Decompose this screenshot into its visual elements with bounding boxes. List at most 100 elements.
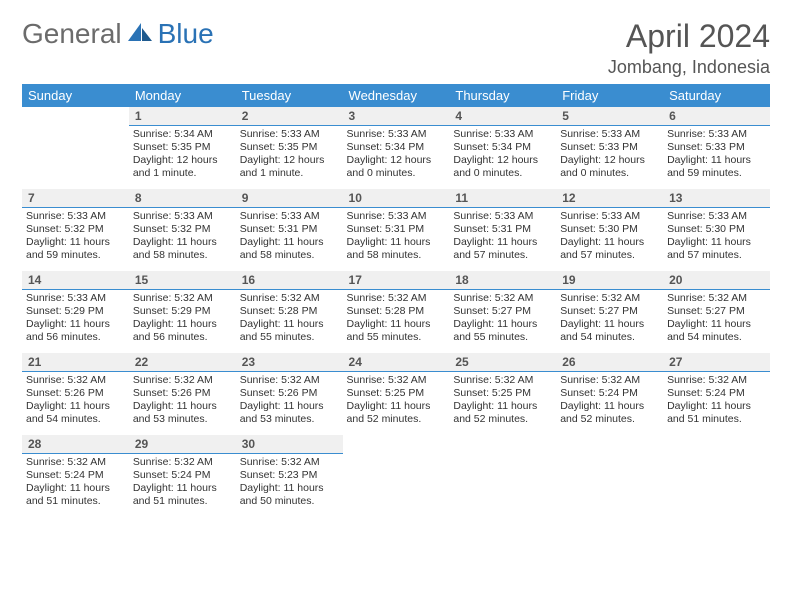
day-number: 24: [343, 353, 450, 372]
weekday-header: Tuesday: [236, 84, 343, 107]
calendar-cell: 25Sunrise: 5:32 AMSunset: 5:25 PMDayligh…: [449, 353, 556, 435]
calendar-cell: 5Sunrise: 5:33 AMSunset: 5:33 PMDaylight…: [556, 107, 663, 189]
day-body: Sunrise: 5:32 AMSunset: 5:24 PMDaylight:…: [22, 454, 129, 513]
weekday-header: Wednesday: [343, 84, 450, 107]
day-body: Sunrise: 5:32 AMSunset: 5:27 PMDaylight:…: [663, 290, 770, 349]
day-body: Sunrise: 5:32 AMSunset: 5:25 PMDaylight:…: [343, 372, 450, 431]
day-number: 1: [129, 107, 236, 126]
calendar-cell: 14Sunrise: 5:33 AMSunset: 5:29 PMDayligh…: [22, 271, 129, 353]
day-number: 25: [449, 353, 556, 372]
day-body: Sunrise: 5:34 AMSunset: 5:35 PMDaylight:…: [129, 126, 236, 185]
calendar-cell: 23Sunrise: 5:32 AMSunset: 5:26 PMDayligh…: [236, 353, 343, 435]
calendar-cell: 16Sunrise: 5:32 AMSunset: 5:28 PMDayligh…: [236, 271, 343, 353]
day-body: Sunrise: 5:33 AMSunset: 5:35 PMDaylight:…: [236, 126, 343, 185]
month-title: April 2024: [608, 18, 770, 55]
day-body: Sunrise: 5:32 AMSunset: 5:27 PMDaylight:…: [449, 290, 556, 349]
day-number: 9: [236, 189, 343, 208]
calendar-row: 28Sunrise: 5:32 AMSunset: 5:24 PMDayligh…: [22, 435, 770, 517]
calendar-cell: 13Sunrise: 5:33 AMSunset: 5:30 PMDayligh…: [663, 189, 770, 271]
day-body: Sunrise: 5:32 AMSunset: 5:29 PMDaylight:…: [129, 290, 236, 349]
day-number: 26: [556, 353, 663, 372]
day-body: Sunrise: 5:33 AMSunset: 5:30 PMDaylight:…: [556, 208, 663, 267]
calendar-cell: 17Sunrise: 5:32 AMSunset: 5:28 PMDayligh…: [343, 271, 450, 353]
calendar-cell: [343, 435, 450, 517]
calendar-row: 21Sunrise: 5:32 AMSunset: 5:26 PMDayligh…: [22, 353, 770, 435]
day-number: 20: [663, 271, 770, 290]
calendar-cell: 7Sunrise: 5:33 AMSunset: 5:32 PMDaylight…: [22, 189, 129, 271]
calendar-row: 1Sunrise: 5:34 AMSunset: 5:35 PMDaylight…: [22, 107, 770, 189]
calendar-cell: 8Sunrise: 5:33 AMSunset: 5:32 PMDaylight…: [129, 189, 236, 271]
calendar-cell: [22, 107, 129, 189]
day-number: 13: [663, 189, 770, 208]
logo-text-blue: Blue: [158, 18, 214, 50]
weekday-header: Friday: [556, 84, 663, 107]
day-number: 17: [343, 271, 450, 290]
day-number: 2: [236, 107, 343, 126]
calendar-cell: 4Sunrise: 5:33 AMSunset: 5:34 PMDaylight…: [449, 107, 556, 189]
calendar-cell: 30Sunrise: 5:32 AMSunset: 5:23 PMDayligh…: [236, 435, 343, 517]
calendar-cell: 3Sunrise: 5:33 AMSunset: 5:34 PMDaylight…: [343, 107, 450, 189]
day-body: Sunrise: 5:33 AMSunset: 5:31 PMDaylight:…: [343, 208, 450, 267]
day-body: Sunrise: 5:32 AMSunset: 5:27 PMDaylight:…: [556, 290, 663, 349]
day-body: Sunrise: 5:33 AMSunset: 5:32 PMDaylight:…: [22, 208, 129, 267]
calendar-cell: 18Sunrise: 5:32 AMSunset: 5:27 PMDayligh…: [449, 271, 556, 353]
title-block: April 2024 Jombang, Indonesia: [608, 18, 770, 78]
calendar-cell: 2Sunrise: 5:33 AMSunset: 5:35 PMDaylight…: [236, 107, 343, 189]
day-number: 3: [343, 107, 450, 126]
day-number: 4: [449, 107, 556, 126]
day-body: Sunrise: 5:33 AMSunset: 5:34 PMDaylight:…: [449, 126, 556, 185]
logo-sail-icon: [128, 23, 154, 48]
header: General Blue April 2024 Jombang, Indones…: [22, 18, 770, 78]
day-body: Sunrise: 5:32 AMSunset: 5:24 PMDaylight:…: [129, 454, 236, 513]
day-number: 29: [129, 435, 236, 454]
calendar-cell: 12Sunrise: 5:33 AMSunset: 5:30 PMDayligh…: [556, 189, 663, 271]
day-number: 10: [343, 189, 450, 208]
day-number: 16: [236, 271, 343, 290]
day-number: 18: [449, 271, 556, 290]
day-number: 14: [22, 271, 129, 290]
day-body: Sunrise: 5:33 AMSunset: 5:33 PMDaylight:…: [556, 126, 663, 185]
logo-text-general: General: [22, 18, 122, 50]
weekday-header: Thursday: [449, 84, 556, 107]
calendar-row: 14Sunrise: 5:33 AMSunset: 5:29 PMDayligh…: [22, 271, 770, 353]
calendar-cell: [449, 435, 556, 517]
day-number: 28: [22, 435, 129, 454]
day-number: 7: [22, 189, 129, 208]
weekday-header: Monday: [129, 84, 236, 107]
weekday-header: Sunday: [22, 84, 129, 107]
calendar-row: 7Sunrise: 5:33 AMSunset: 5:32 PMDaylight…: [22, 189, 770, 271]
day-number: 5: [556, 107, 663, 126]
weekday-header-row: Sunday Monday Tuesday Wednesday Thursday…: [22, 84, 770, 107]
day-body: Sunrise: 5:33 AMSunset: 5:33 PMDaylight:…: [663, 126, 770, 185]
calendar-cell: [556, 435, 663, 517]
calendar-cell: 26Sunrise: 5:32 AMSunset: 5:24 PMDayligh…: [556, 353, 663, 435]
day-body: Sunrise: 5:32 AMSunset: 5:26 PMDaylight:…: [22, 372, 129, 431]
calendar-body: 1Sunrise: 5:34 AMSunset: 5:35 PMDaylight…: [22, 107, 770, 517]
calendar-cell: 11Sunrise: 5:33 AMSunset: 5:31 PMDayligh…: [449, 189, 556, 271]
calendar-cell: 6Sunrise: 5:33 AMSunset: 5:33 PMDaylight…: [663, 107, 770, 189]
day-body: Sunrise: 5:33 AMSunset: 5:31 PMDaylight:…: [236, 208, 343, 267]
day-number: 23: [236, 353, 343, 372]
calendar-table: Sunday Monday Tuesday Wednesday Thursday…: [22, 84, 770, 517]
location-label: Jombang, Indonesia: [608, 57, 770, 78]
calendar-cell: [663, 435, 770, 517]
calendar-cell: 22Sunrise: 5:32 AMSunset: 5:26 PMDayligh…: [129, 353, 236, 435]
day-body: Sunrise: 5:33 AMSunset: 5:29 PMDaylight:…: [22, 290, 129, 349]
day-number: 15: [129, 271, 236, 290]
day-number: 8: [129, 189, 236, 208]
day-body: Sunrise: 5:32 AMSunset: 5:23 PMDaylight:…: [236, 454, 343, 513]
day-number: 11: [449, 189, 556, 208]
day-body: Sunrise: 5:33 AMSunset: 5:31 PMDaylight:…: [449, 208, 556, 267]
logo: General Blue: [22, 18, 214, 50]
calendar-cell: 10Sunrise: 5:33 AMSunset: 5:31 PMDayligh…: [343, 189, 450, 271]
day-body: Sunrise: 5:32 AMSunset: 5:26 PMDaylight:…: [236, 372, 343, 431]
day-body: Sunrise: 5:32 AMSunset: 5:28 PMDaylight:…: [343, 290, 450, 349]
calendar-cell: 15Sunrise: 5:32 AMSunset: 5:29 PMDayligh…: [129, 271, 236, 353]
day-number: 21: [22, 353, 129, 372]
day-number: 22: [129, 353, 236, 372]
day-body: Sunrise: 5:33 AMSunset: 5:34 PMDaylight:…: [343, 126, 450, 185]
day-number: 27: [663, 353, 770, 372]
day-body: Sunrise: 5:32 AMSunset: 5:26 PMDaylight:…: [129, 372, 236, 431]
calendar-cell: 27Sunrise: 5:32 AMSunset: 5:24 PMDayligh…: [663, 353, 770, 435]
day-number: 12: [556, 189, 663, 208]
